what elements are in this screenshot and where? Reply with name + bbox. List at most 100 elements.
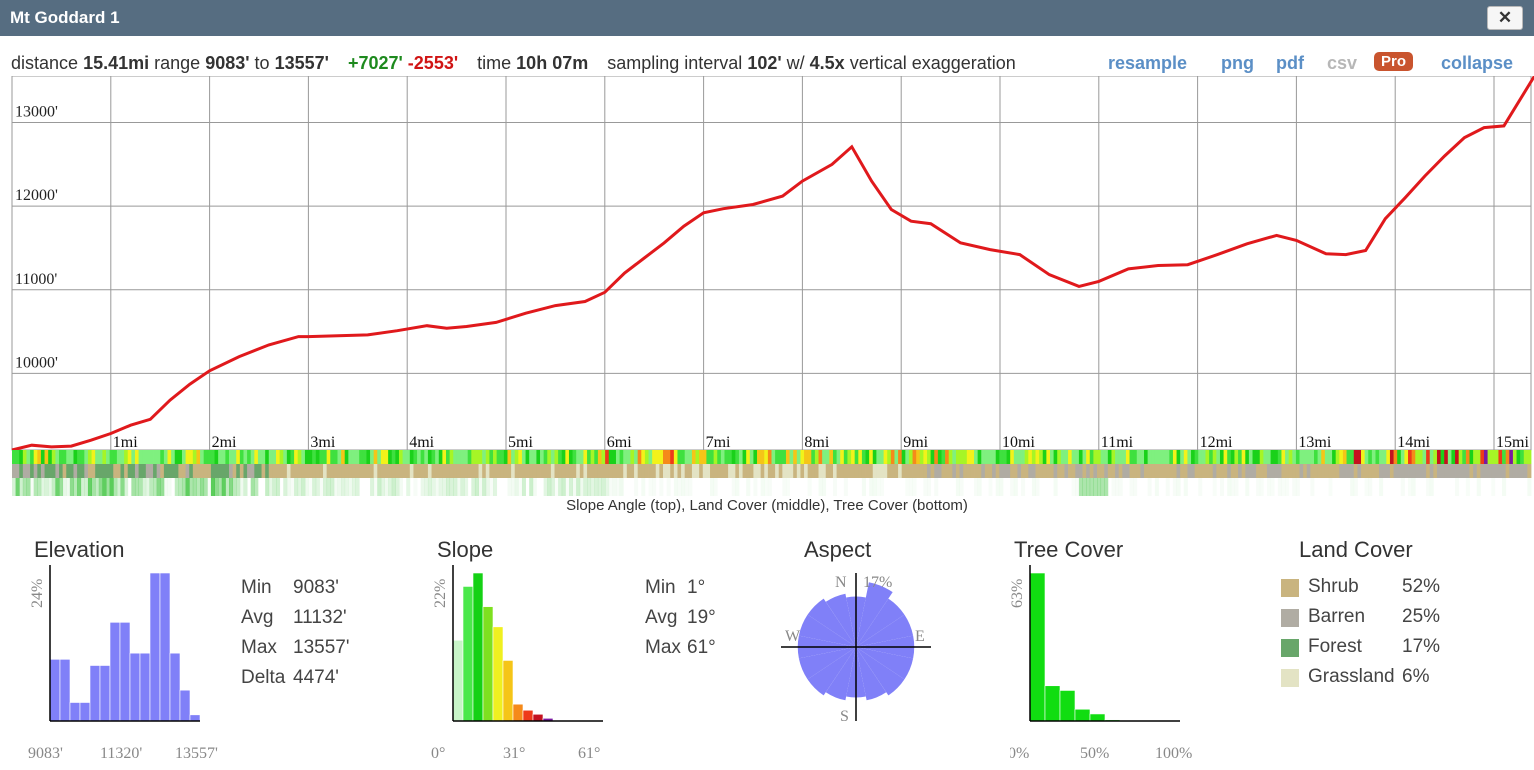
land-cover-strip-segment [449, 464, 454, 478]
slope-strip-segment [590, 450, 595, 464]
tree-cover-strip-segment [388, 478, 393, 496]
slope-strip-segment [239, 450, 244, 464]
slope-strip-segment [1288, 450, 1293, 464]
slope-strip-segment [77, 450, 82, 464]
slope-strip-segment [1057, 450, 1062, 464]
tree-cover-strip-segment [1491, 478, 1495, 496]
land-cover-strip-segment [496, 464, 501, 478]
land-cover-strip-segment [435, 464, 440, 478]
land-cover-strip-segment [493, 464, 498, 478]
land-cover-strip-segment [1498, 464, 1503, 478]
slope-strip-segment [1314, 450, 1319, 464]
slope-strip-segment [865, 450, 870, 464]
land-cover-strip-segment [532, 464, 537, 478]
tree-cover-strip-segment [355, 478, 360, 496]
tree-cover-strip-segment [395, 478, 400, 496]
slope-strip-segment [232, 450, 237, 464]
tree-cover-strip-segment [181, 478, 186, 496]
tree-cover-strip-segment [529, 478, 534, 496]
slope-strip-segment [131, 450, 136, 464]
time-label: time [477, 53, 512, 73]
land-cover-strip-segment [218, 464, 223, 478]
pdf-link[interactable]: pdf [1276, 53, 1304, 73]
tree-cover-strip-segment [131, 478, 136, 496]
slope-strip-segment [1342, 450, 1347, 464]
land-cover-strip-segment [453, 464, 458, 478]
histogram-bar [1089, 713, 1106, 722]
land-cover-strip-segment [55, 464, 60, 478]
aspect-wedge [856, 647, 905, 696]
land-cover-strip-segment [116, 464, 121, 478]
tree-cover-strip-segment [597, 478, 602, 496]
slope-strip-segment [532, 450, 537, 464]
land-cover-strip-segment [37, 464, 42, 478]
tree-cover-strip-segment [989, 478, 993, 496]
land-cover-strip-segment [1180, 464, 1185, 478]
land-cover-strip-segment [464, 464, 469, 478]
slope-strip-segment [181, 450, 186, 464]
land-cover-strip-segment [652, 464, 657, 478]
land-cover-strip-segment [934, 464, 939, 478]
slope-strip-segment [1006, 450, 1011, 464]
slope-strip-segment [858, 450, 863, 464]
tree-cover-strip-segment [1368, 478, 1373, 496]
land-cover-strip-segment [1346, 464, 1351, 478]
slope-strip-segment [829, 450, 834, 464]
land-cover-strip-segment [594, 464, 599, 478]
tree-cover-strip-segment [283, 478, 288, 496]
slope-strip-segment [156, 450, 161, 464]
tree-cover-strip-segment [977, 478, 982, 496]
land-cover-strip-segment [482, 464, 487, 478]
slope-strip-segment [402, 450, 407, 464]
tree-cover-strip-segment [1086, 478, 1091, 496]
land-cover-strip-segment [1483, 464, 1488, 478]
land-cover-strip-segment [1053, 464, 1058, 478]
collapse-link[interactable]: collapse [1441, 53, 1514, 73]
tree-cover-strip-segment [304, 478, 309, 496]
land-cover-strip-segment [1086, 464, 1091, 478]
land-cover-strip-segment [1104, 464, 1109, 478]
csv-link[interactable]: csv [1327, 53, 1358, 73]
slope-strip-segment [1295, 450, 1300, 464]
slope-strip-segment [767, 450, 772, 464]
sampling-label: sampling interval [607, 53, 743, 73]
tree-cover-strip-segment [735, 478, 740, 496]
pro-badge[interactable]: Pro [1374, 52, 1414, 71]
close-button[interactable]: ✕ [1487, 6, 1523, 30]
slope-strip-segment [66, 450, 71, 464]
slope-strip-segment [547, 450, 552, 464]
land-cover-strip-segment [290, 464, 295, 478]
land-cover-strip-segment [442, 464, 447, 478]
slope-strip-segment [861, 450, 866, 464]
land-cover-strip-segment [572, 464, 577, 478]
slope-strip-segment [15, 450, 20, 464]
land-cover-strip-segment [840, 464, 845, 478]
land-cover-strip-segment [1317, 464, 1322, 478]
tree-cover-strip-segment [73, 478, 78, 496]
slope-strip-segment [713, 450, 718, 464]
slope-strip-segment [1252, 450, 1257, 464]
tree-cover-strip-segment [77, 478, 82, 496]
slope-strip-segment [373, 450, 378, 464]
land-cover-strip-segment [1111, 464, 1116, 478]
land-cover-strip-segment [1473, 464, 1478, 478]
slope-strip-segment [1205, 450, 1210, 464]
slope-strip-segment [417, 450, 422, 464]
slope-strip-segment [210, 450, 215, 464]
resample-link[interactable]: resample [1108, 53, 1188, 73]
land-cover-strip-segment [167, 464, 172, 478]
tree-cover-strip-segment [471, 478, 476, 496]
slope-strip-segment [189, 450, 194, 464]
tree-cover-strip-segment [26, 478, 31, 496]
land-cover-strip-segment [579, 464, 584, 478]
slope-strip-segment [1527, 450, 1532, 464]
land-cover-strip-segment [1183, 464, 1188, 478]
slope-strip-segment [843, 450, 848, 464]
slope-strip-segment [1393, 450, 1398, 464]
land-cover-strip-segment [1418, 464, 1423, 478]
slope-strip-segment [521, 450, 526, 464]
slope-strip-segment [955, 450, 960, 464]
tree-cover-strip-segment [1010, 478, 1015, 496]
slope-strip-segment [1201, 450, 1206, 464]
png-link[interactable]: png [1221, 53, 1254, 73]
